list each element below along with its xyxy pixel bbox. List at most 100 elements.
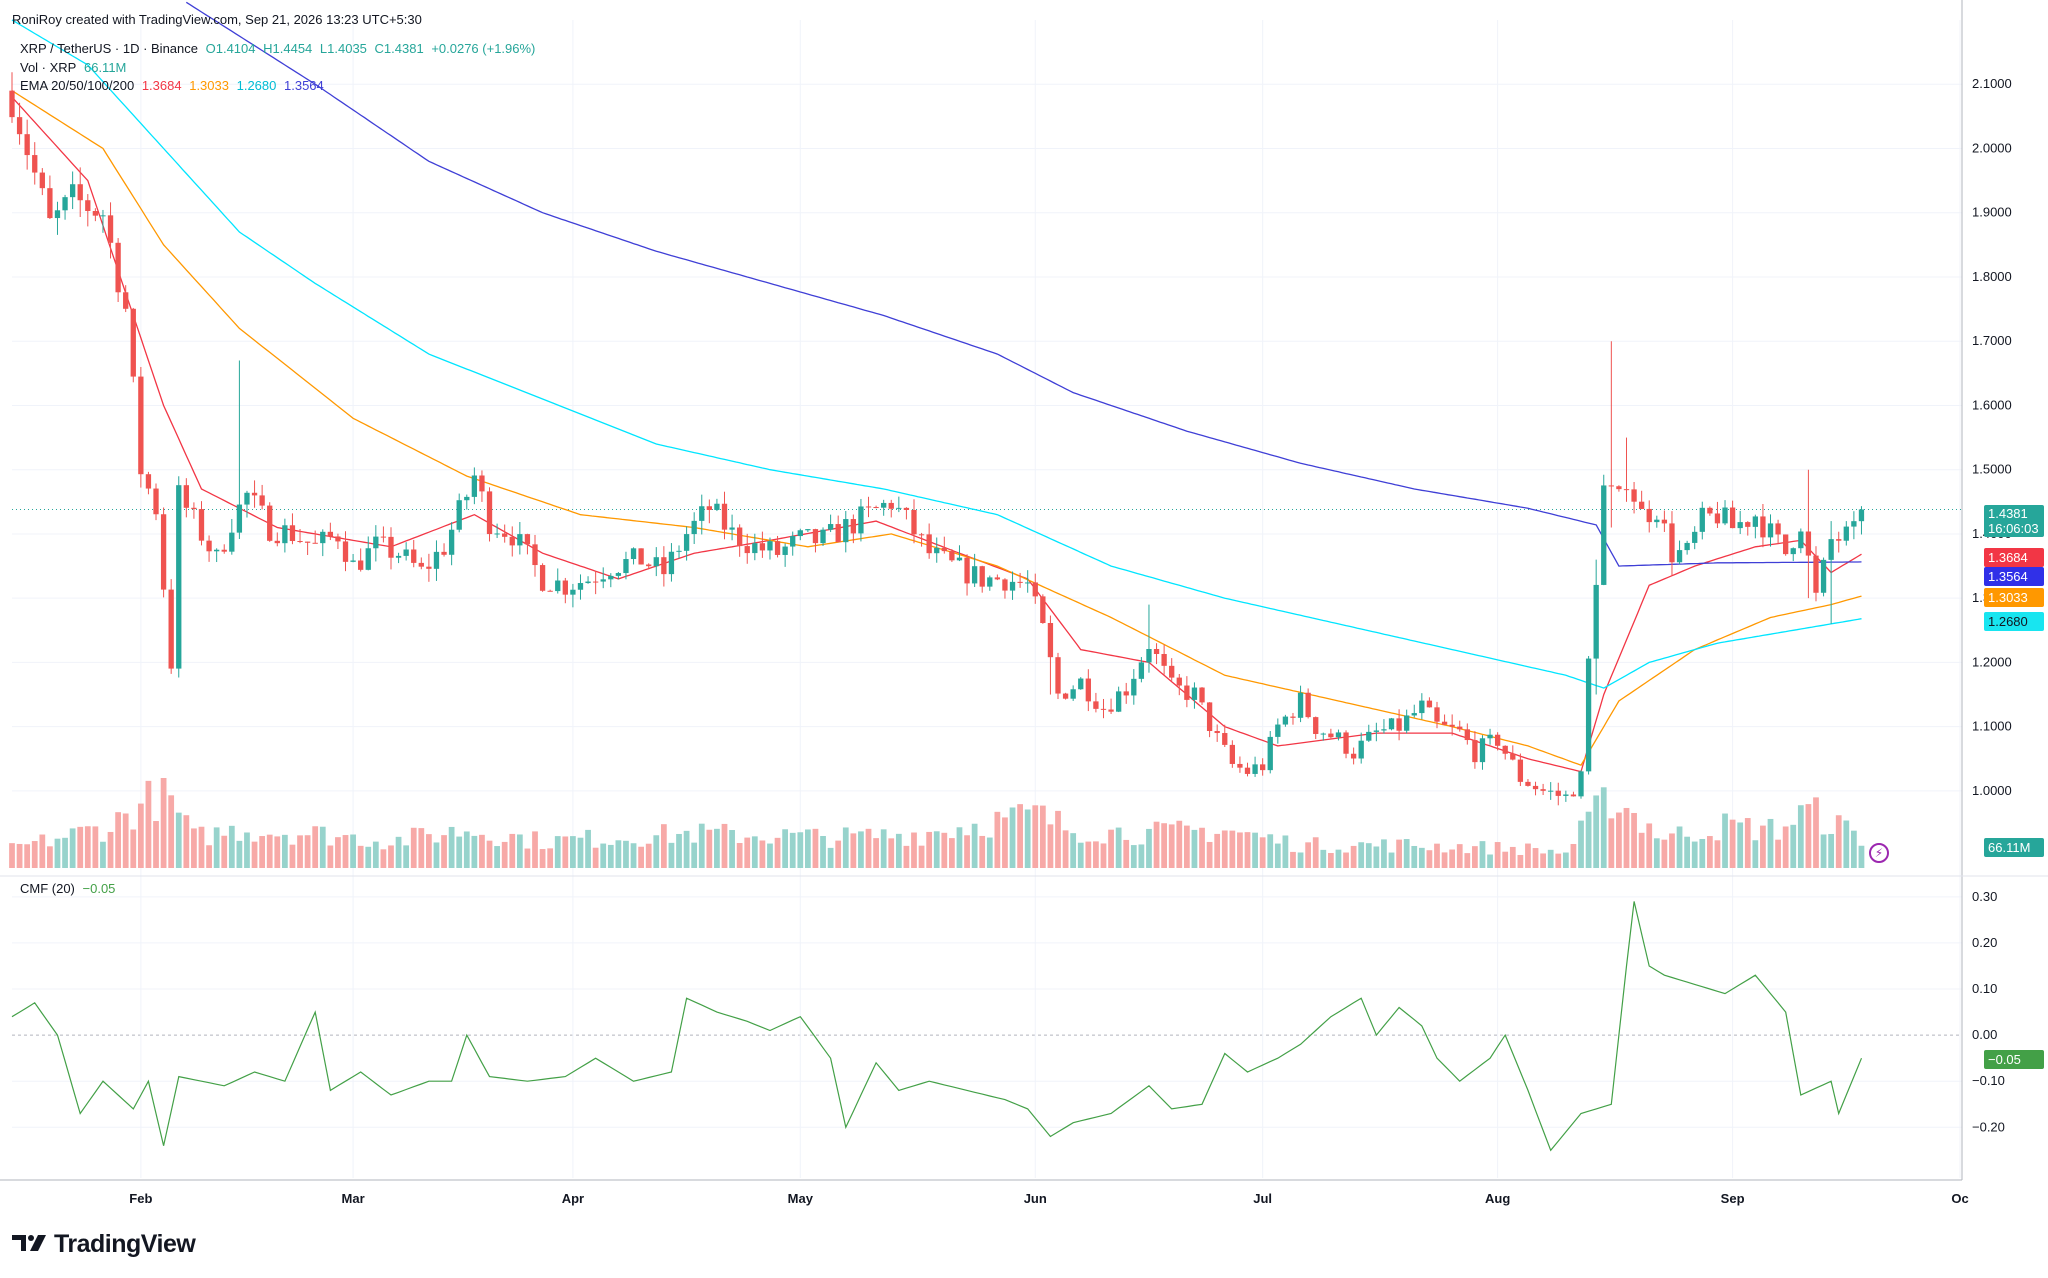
- symbol-legend[interactable]: XRP / TetherUS · 1D · Binance O1.4104 H1…: [20, 41, 539, 56]
- candle-body: [1123, 691, 1129, 696]
- volume-bar: [562, 836, 569, 868]
- volume-bar: [645, 843, 652, 868]
- candle-body: [9, 90, 15, 118]
- candle-body: [1790, 548, 1796, 555]
- candle-body: [1472, 740, 1478, 763]
- volume-bar: [1434, 843, 1440, 868]
- volume-bar: [865, 828, 872, 868]
- volume-bar: [1570, 843, 1577, 868]
- candle-body: [1525, 781, 1531, 786]
- volume-bar: [653, 835, 660, 868]
- candle-body: [502, 533, 508, 537]
- volume-bar: [1744, 818, 1751, 868]
- candle-body: [805, 529, 811, 531]
- candle-body: [62, 197, 68, 211]
- candle-body: [1047, 623, 1054, 658]
- candle-body: [1404, 715, 1410, 731]
- candle-body: [1290, 716, 1296, 718]
- price-tick-label: 1.7000: [1972, 333, 2012, 348]
- volume-bar: [1267, 834, 1274, 868]
- volume-bar: [660, 824, 667, 868]
- volume-bar: [1562, 852, 1569, 868]
- volume-bar: [1699, 838, 1706, 868]
- volume-bar: [107, 831, 114, 868]
- candle-body: [1578, 771, 1584, 797]
- time-tick-label: Jul: [1253, 1191, 1272, 1206]
- candle-body: [1707, 507, 1713, 514]
- price-tick-label: 1.2000: [1972, 654, 2012, 669]
- volume-bar: [1221, 830, 1228, 868]
- candle-body: [1737, 522, 1743, 529]
- volume-bar: [236, 840, 243, 868]
- candle-body: [888, 502, 894, 509]
- volume-bar: [1350, 845, 1357, 868]
- volume-bar: [1312, 837, 1319, 868]
- tradingview-brand[interactable]: TradingView: [12, 1230, 196, 1260]
- candle-body: [433, 551, 440, 569]
- volume-bar: [729, 830, 735, 868]
- candle-body: [479, 475, 485, 492]
- volume-bar: [1161, 823, 1168, 868]
- volume-bar: [964, 835, 970, 868]
- volume-legend[interactable]: Vol · XRP 66.11M: [20, 60, 130, 75]
- volume-bar: [812, 828, 819, 868]
- volume-bar: [926, 831, 933, 868]
- candle-body: [1419, 700, 1425, 714]
- candle-body: [251, 492, 258, 496]
- cmf-tag: −0.05: [1984, 1050, 2044, 1069]
- candle-body: [661, 557, 667, 575]
- price-tick-label: 1.0000: [1972, 783, 2012, 798]
- volume-bar: [410, 827, 417, 868]
- candle-body: [494, 533, 500, 535]
- volume-bar: [979, 835, 986, 868]
- candle-body: [229, 532, 235, 552]
- volume-bar: [1858, 845, 1865, 868]
- candle-body: [1805, 531, 1812, 556]
- volume-bar: [1070, 833, 1077, 868]
- volume-bar: [153, 821, 159, 868]
- volume-bar: [971, 823, 978, 868]
- candle-body: [1055, 657, 1061, 694]
- candle-body: [1176, 677, 1182, 686]
- candle-body: [138, 376, 144, 475]
- volume-bar: [630, 843, 637, 868]
- candle-body: [1494, 734, 1501, 746]
- grid-lines: [12, 20, 1962, 1178]
- cmf-legend[interactable]: CMF (20) −0.05: [20, 881, 119, 896]
- candle-body: [1729, 507, 1736, 529]
- volume-bar: [1555, 853, 1562, 868]
- candle-body: [608, 575, 614, 580]
- volume-bar: [880, 829, 887, 868]
- candle-body: [979, 566, 985, 587]
- candle-body: [1260, 764, 1266, 771]
- lightning-icon[interactable]: ⚡: [1869, 843, 1889, 863]
- candle-body: [395, 555, 402, 558]
- price-tick-label: 1.1000: [1972, 719, 2012, 734]
- candle-body: [683, 534, 690, 551]
- candle-body: [926, 534, 932, 554]
- time-tick-label: Aug: [1485, 1191, 1510, 1206]
- candle-body: [577, 583, 584, 590]
- candle-body: [441, 551, 447, 555]
- volume-bar: [873, 838, 879, 868]
- ema50-price-tag: 1.3033: [1984, 588, 2044, 607]
- candle-body: [403, 549, 409, 556]
- ema-legend[interactable]: EMA 20/50/100/200 1.3684 1.3033 1.2680 1…: [20, 78, 328, 93]
- axes: 2.1000 2.0000 1.9000 1.8000 1.7000 1.6000 1.50…: [0, 0, 2048, 1206]
- volume-bar: [691, 842, 698, 868]
- volume-bar: [137, 803, 144, 868]
- price-tick-label: 1.9000: [1972, 205, 2012, 220]
- candle-body: [1548, 790, 1554, 792]
- close-value: C1.4381: [374, 41, 424, 56]
- candle-body: [1002, 579, 1008, 591]
- volume-bar: [751, 836, 758, 868]
- volume-bar: [463, 831, 470, 868]
- candle-body: [85, 200, 91, 212]
- candle-body: [615, 573, 622, 576]
- volume-bar: [1661, 839, 1668, 868]
- candle-body: [600, 579, 606, 582]
- volume-bar: [615, 840, 622, 868]
- candle-body: [1510, 753, 1516, 760]
- ema20-price-tag: 1.3684: [1984, 548, 2044, 567]
